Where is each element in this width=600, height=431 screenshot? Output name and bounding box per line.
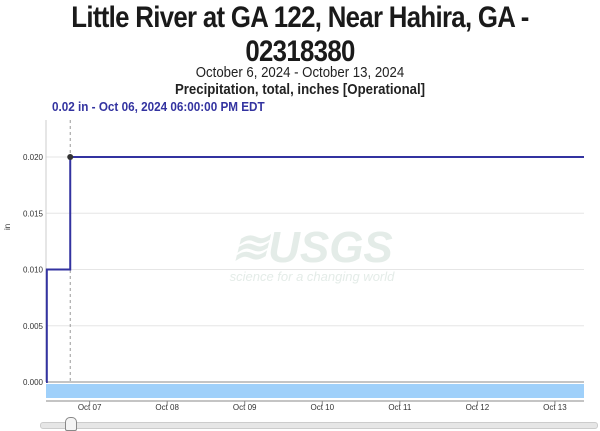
parameter-label: Precipitation, total, inches [Operationa… xyxy=(174,81,426,98)
x-tick-label: Oct 12 xyxy=(466,403,490,412)
watermark-tagline: science for a changing world xyxy=(230,269,396,284)
y-tick-label: 0.010 xyxy=(23,266,44,275)
precipitation-line xyxy=(45,156,584,383)
y-tick-label: 0.020 xyxy=(23,153,44,162)
x-tick-label: Oct 07 xyxy=(78,403,102,412)
x-tick-label: Oct 08 xyxy=(155,403,179,412)
watermark-logo: ≋USGS xyxy=(231,223,393,272)
x-tick-label: Oct 10 xyxy=(310,403,334,412)
x-tick-label: Oct 09 xyxy=(233,403,257,412)
x-tick-label: Oct 11 xyxy=(388,403,412,412)
y-tick-label: 0.000 xyxy=(23,378,44,387)
usgs-watermark: ≋USGS science for a changing world xyxy=(230,223,396,284)
tooltip-readout: 0.02 in - Oct 06, 2024 06:00:00 PM EDT xyxy=(52,99,265,114)
y-tick-label: 0.005 xyxy=(23,322,44,331)
time-slider-track[interactable] xyxy=(40,422,598,429)
brush-bar xyxy=(46,384,584,398)
time-slider-handle[interactable] xyxy=(65,417,77,431)
y-tick-label: 0.015 xyxy=(23,209,44,218)
chart-title-line1: Little River at GA 122, Near Hahira, GA … xyxy=(71,1,529,34)
y-axis-label: in xyxy=(3,224,12,230)
chart-title-line2: 02318380 xyxy=(245,35,355,68)
date-range: October 6, 2024 - October 13, 2024 xyxy=(195,64,405,81)
highlight-point xyxy=(67,154,74,160)
x-tick-label: Oct 13 xyxy=(543,403,567,412)
